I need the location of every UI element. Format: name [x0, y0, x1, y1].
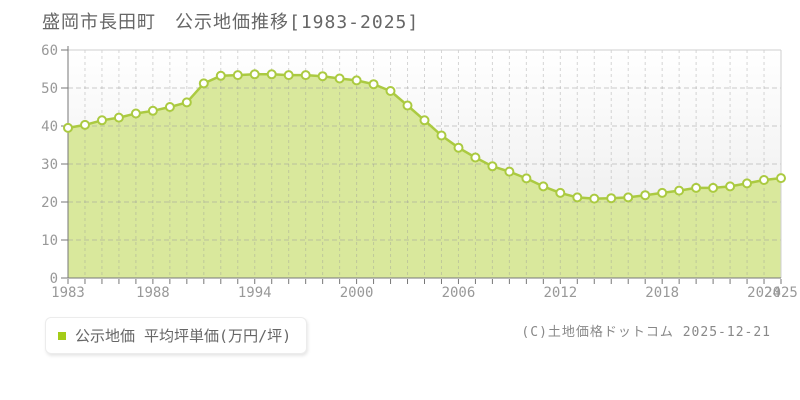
- data-point: [266, 69, 277, 80]
- data-point: [674, 185, 685, 196]
- x-tick-label: 2024: [747, 285, 781, 301]
- data-point: [232, 70, 243, 81]
- data-point: [181, 97, 192, 108]
- data-point: [113, 112, 124, 123]
- y-tick-label: 40: [41, 119, 58, 135]
- data-point: [385, 86, 396, 96]
- y-tick-label: 60: [41, 43, 58, 59]
- data-point: [742, 178, 752, 189]
- chart-title: 盛岡市長田町 公示地価推移[1983-2025]: [42, 12, 420, 33]
- data-point: [368, 79, 379, 90]
- y-tick-label: 10: [41, 233, 58, 249]
- y-tick-label: 30: [41, 157, 58, 173]
- data-point: [80, 119, 90, 130]
- data-point: [436, 130, 447, 141]
- legend: 公示地価 平均坪単価(万円/坪): [45, 317, 308, 354]
- data-point: [572, 192, 583, 203]
- x-tick-label: 1988: [136, 285, 170, 301]
- data-point: [453, 142, 464, 153]
- data-point: [657, 187, 668, 198]
- data-point: [555, 187, 566, 198]
- data-point: [164, 102, 175, 112]
- data-point: [487, 161, 498, 172]
- y-tick-label: 50: [41, 81, 58, 97]
- data-point: [606, 193, 617, 204]
- copyright-text: (C)土地価格ドットコム 2025-12-21: [521, 325, 771, 340]
- data-point: [759, 175, 769, 185]
- data-point: [198, 78, 209, 89]
- data-point: [147, 105, 158, 116]
- area-series-fill: [68, 74, 781, 278]
- data-point: [402, 100, 413, 111]
- data-point: [470, 152, 481, 163]
- data-point: [215, 70, 226, 81]
- data-point: [691, 182, 702, 193]
- x-tick-label: 2000: [340, 285, 374, 301]
- price-trend-chart: 0 10 20 30 40 50 60 1983 1988 1994 2000 2006 2012 201…: [41, 43, 798, 301]
- data-point: [504, 166, 515, 177]
- legend-label: 公示地価 平均坪単価(万円/坪): [75, 327, 292, 345]
- data-point: [589, 193, 600, 204]
- x-tick-label: 2018: [645, 285, 679, 301]
- x-tick-label: 2006: [442, 285, 476, 301]
- x-tick-label: 2012: [543, 285, 577, 301]
- data-point: [97, 115, 107, 126]
- data-point: [623, 192, 634, 203]
- data-point: [63, 122, 73, 133]
- legend-marker-icon: [58, 331, 66, 340]
- x-tick-label: 1983: [51, 285, 85, 301]
- data-point: [640, 190, 651, 201]
- x-tick-label: 2025: [764, 285, 798, 301]
- data-point: [521, 173, 532, 184]
- data-point: [300, 70, 311, 81]
- data-point: [538, 181, 549, 192]
- data-point: [283, 70, 294, 81]
- data-point: [334, 73, 345, 84]
- data-point: [130, 108, 141, 119]
- y-tick-label: 0: [50, 271, 58, 287]
- data-point: [351, 75, 362, 86]
- data-point: [708, 182, 719, 193]
- y-tick-label: 20: [41, 195, 58, 211]
- data-point: [725, 181, 736, 192]
- data-point: [249, 69, 260, 80]
- data-point: [317, 71, 328, 82]
- x-tick-label: 1994: [238, 285, 272, 301]
- data-point: [419, 115, 430, 126]
- data-point: [776, 173, 786, 184]
